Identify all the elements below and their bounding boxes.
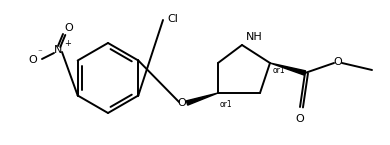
Polygon shape [186,93,218,105]
Text: ⁻: ⁻ [37,48,43,58]
Polygon shape [270,63,306,75]
Text: O: O [333,57,342,67]
Text: or1: or1 [273,66,285,75]
Text: O: O [296,114,304,124]
Text: O: O [177,98,186,108]
Text: O: O [64,23,73,33]
Text: N: N [54,45,62,55]
Text: or1: or1 [220,100,232,109]
Text: NH: NH [246,32,263,42]
Text: Cl: Cl [167,14,178,24]
Text: +: + [64,39,71,48]
Text: O: O [28,55,37,65]
